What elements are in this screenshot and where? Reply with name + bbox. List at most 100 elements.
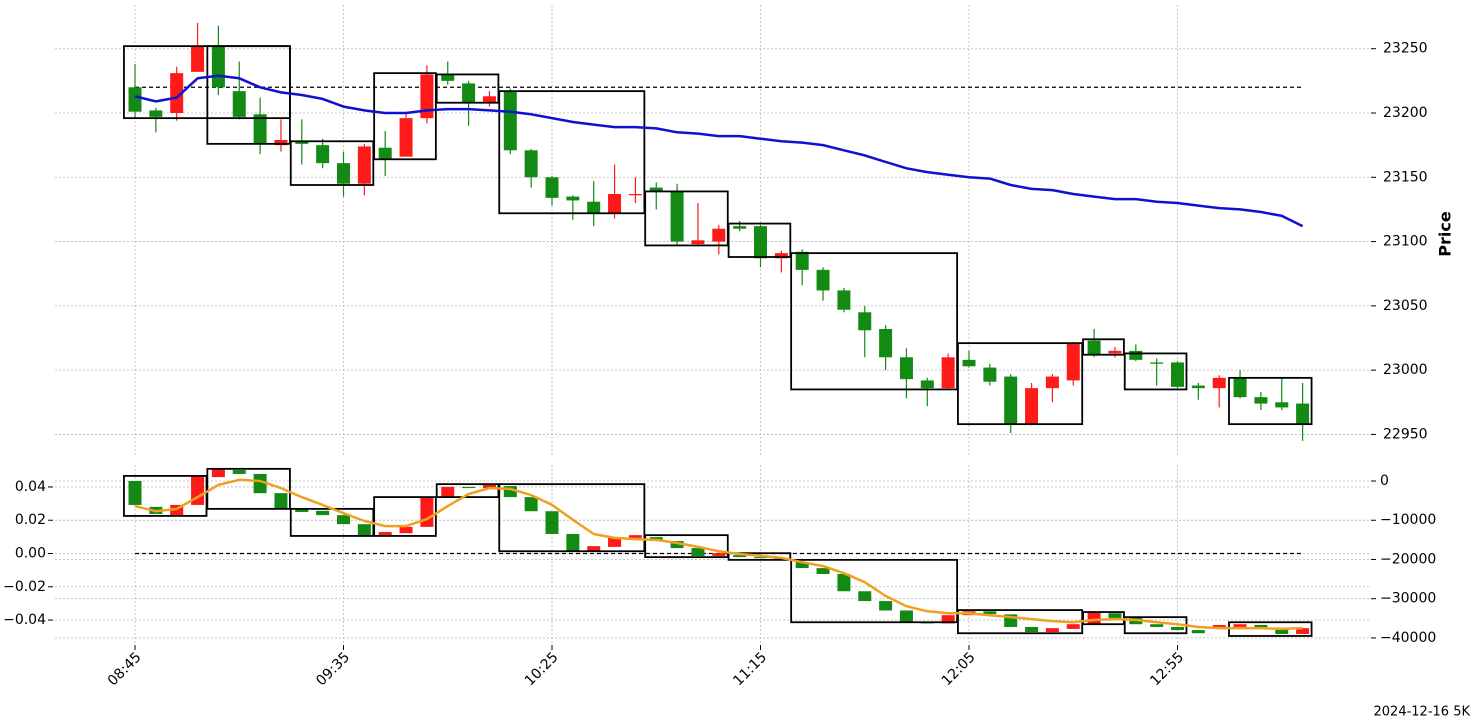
- candle-body: [628, 535, 642, 538]
- candle-body: [1045, 376, 1059, 389]
- candle-body: [858, 312, 872, 331]
- candle-body: [357, 524, 371, 536]
- candle-body: [608, 194, 622, 214]
- range-box: [644, 190, 729, 247]
- candle-body: [149, 110, 163, 117]
- candle-body: [503, 486, 517, 498]
- candle-body: [795, 251, 809, 270]
- range-box: [498, 90, 646, 215]
- y-tick-label: 0.02: [15, 512, 46, 528]
- candle-body: [253, 114, 267, 144]
- range-box: [957, 342, 1084, 426]
- candle-body: [733, 226, 747, 229]
- y2-tick-label: −20000: [1380, 551, 1436, 567]
- candle-body: [1171, 626, 1184, 631]
- range-box: [727, 552, 792, 561]
- candle-body: [858, 591, 872, 602]
- y-tick-label: 0.00: [15, 546, 46, 562]
- candle-body: [378, 532, 392, 536]
- candle-body: [253, 473, 267, 494]
- range-box: [790, 252, 959, 391]
- candle-body: [628, 194, 642, 196]
- candle-body: [712, 553, 726, 556]
- y2-tick-label: −30000: [1380, 591, 1436, 607]
- candle-body: [1254, 397, 1268, 404]
- candle-body: [1087, 612, 1101, 625]
- range-box: [373, 496, 437, 537]
- range-box: [373, 72, 437, 161]
- y-tick-label: 23100: [1383, 234, 1428, 250]
- candle-body: [545, 177, 559, 198]
- y2-tick-label: −40000: [1380, 630, 1436, 646]
- candle-body: [816, 269, 830, 291]
- y-tick-label: −0.02: [3, 579, 46, 595]
- candle-body: [316, 145, 330, 164]
- candle-body: [754, 226, 767, 259]
- candle-body: [795, 562, 809, 569]
- candle-body: [1025, 626, 1039, 633]
- candle-body: [399, 118, 413, 157]
- candle-body: [1004, 376, 1018, 425]
- range-box: [790, 558, 959, 624]
- candle-body: [1108, 613, 1122, 618]
- candle-body: [879, 601, 893, 611]
- candle-body: [983, 367, 997, 382]
- candle-body: [482, 484, 496, 489]
- candle-body: [295, 508, 309, 513]
- range-box: [1082, 338, 1125, 356]
- range-box: [644, 534, 729, 559]
- candle-body: [691, 548, 705, 556]
- candle-body: [1150, 362, 1164, 364]
- candle-body: [587, 201, 601, 214]
- candle-body: [170, 73, 184, 113]
- candle-body: [837, 290, 851, 310]
- candle-body: [274, 140, 288, 146]
- candle-body: [462, 83, 476, 103]
- candle-body: [1275, 402, 1289, 408]
- y2-tick-label: 0: [1380, 473, 1389, 489]
- y-tick-label: 23150: [1383, 169, 1428, 185]
- candle-body: [691, 240, 705, 245]
- candle-body: [837, 573, 851, 592]
- candle-body: [608, 537, 622, 547]
- y-tick-label: 23200: [1383, 105, 1428, 121]
- candle-body: [524, 150, 538, 178]
- y-tick-label: 23250: [1383, 41, 1428, 57]
- candle-body: [774, 253, 788, 259]
- candle-body: [128, 481, 142, 505]
- y-tick-label: 0.04: [15, 479, 46, 495]
- range-box: [435, 73, 500, 104]
- line: [134, 478, 1303, 631]
- candle-body: [1045, 628, 1059, 633]
- candle-body: [649, 187, 663, 192]
- candle-body: [1087, 340, 1101, 355]
- y-axis-label: Price: [1436, 211, 1455, 257]
- candle-body: [128, 87, 142, 112]
- y-tick-label: 23000: [1383, 362, 1428, 378]
- y-tick-label: 22950: [1383, 426, 1428, 442]
- candle-body: [462, 486, 476, 489]
- candle-body: [420, 74, 434, 119]
- candle-body: [899, 610, 913, 623]
- candle-body: [503, 91, 517, 151]
- candle-body: [1254, 624, 1268, 629]
- candle-body: [941, 357, 955, 389]
- candle-body: [1129, 350, 1143, 360]
- x-tick-label: 12:55: [1147, 649, 1187, 689]
- candle-body: [274, 493, 288, 509]
- candle-body: [899, 357, 913, 380]
- candle-body: [941, 615, 955, 624]
- line: [134, 74, 1304, 228]
- candle-body: [211, 468, 225, 478]
- candle-body: [545, 511, 559, 534]
- x-tick-label: 09:35: [313, 649, 353, 689]
- candle-body: [211, 46, 225, 88]
- candle-body: [316, 510, 330, 516]
- annotation: 2024-12-16 5K: [1374, 705, 1471, 720]
- y2-tick-label: −10000: [1380, 512, 1436, 528]
- x-tick-label: 08:45: [105, 649, 145, 689]
- candle-body: [670, 541, 684, 549]
- y-tick-label: −0.04: [3, 612, 46, 628]
- candle-body: [232, 91, 246, 117]
